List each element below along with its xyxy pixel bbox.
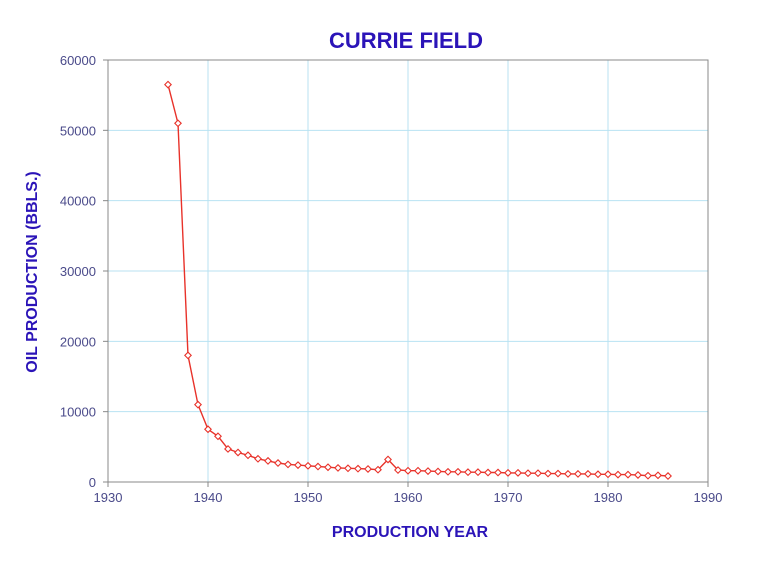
data-point — [534, 469, 542, 478]
series-line — [167, 84, 669, 477]
data-point — [564, 469, 572, 478]
data-point — [414, 466, 422, 475]
data-point — [444, 467, 452, 476]
y-tick-label: 0 — [89, 475, 96, 490]
data-point — [664, 472, 672, 480]
data-point — [614, 470, 622, 479]
data-point — [594, 470, 602, 479]
data-point — [504, 468, 512, 477]
data-point — [364, 465, 372, 473]
data-point — [284, 460, 292, 469]
series-layer — [164, 80, 672, 480]
y-tick-label: 30000 — [60, 264, 96, 279]
data-point — [394, 466, 402, 475]
y-tick-label: 50000 — [60, 123, 96, 138]
grid-layer — [108, 60, 708, 482]
data-point — [274, 459, 282, 467]
data-point — [244, 451, 252, 460]
data-point — [424, 467, 432, 476]
data-point — [164, 80, 172, 89]
data-point — [314, 462, 322, 471]
data-point — [374, 465, 382, 474]
data-point — [624, 470, 632, 479]
data-point — [464, 468, 472, 477]
data-point — [384, 455, 392, 464]
data-point — [224, 444, 232, 453]
chart-title: CURRIE FIELD — [329, 28, 483, 53]
x-tick-label: 1960 — [394, 490, 423, 505]
data-point — [434, 467, 442, 476]
data-point — [234, 448, 242, 457]
data-point — [404, 466, 412, 475]
x-tick-label: 1970 — [494, 490, 523, 505]
data-point — [354, 464, 362, 473]
y-tick-label: 10000 — [60, 405, 96, 420]
data-point — [584, 469, 592, 478]
data-point — [194, 400, 202, 409]
data-point — [184, 351, 192, 360]
data-point — [324, 463, 332, 472]
x-tick-label: 1940 — [194, 490, 223, 505]
data-point — [634, 470, 642, 479]
data-point — [544, 469, 552, 478]
y-axis-label: OIL PRODUCTION (BBLS.) — [24, 171, 41, 372]
data-point — [494, 468, 502, 477]
data-point — [294, 461, 302, 470]
x-tick-label: 1930 — [94, 490, 123, 505]
data-point — [214, 432, 222, 441]
data-point — [204, 425, 212, 434]
y-tick-label: 40000 — [60, 194, 96, 209]
tick-layer: 1930 1940 1950 1960 1970 1980 1990 0 10000 20000 3… — [60, 53, 723, 505]
data-point — [304, 461, 312, 470]
data-point — [574, 469, 582, 478]
data-point — [474, 468, 482, 477]
data-point — [334, 463, 342, 472]
data-point — [454, 467, 462, 476]
data-point — [524, 469, 532, 478]
data-point — [254, 454, 262, 463]
data-point — [604, 470, 612, 479]
x-axis-label: PRODUCTION YEAR — [332, 524, 489, 541]
data-point — [344, 464, 352, 473]
y-tick-label: 20000 — [60, 334, 96, 349]
data-point — [264, 456, 272, 465]
data-point — [554, 469, 562, 478]
data-point — [514, 468, 522, 477]
data-point — [484, 468, 492, 477]
x-tick-label: 1990 — [694, 490, 723, 505]
x-tick-label: 1980 — [594, 490, 623, 505]
data-point — [174, 119, 182, 128]
data-point — [644, 471, 652, 480]
x-tick-label: 1950 — [294, 490, 323, 505]
data-point — [654, 471, 662, 480]
y-tick-label: 60000 — [60, 53, 96, 68]
